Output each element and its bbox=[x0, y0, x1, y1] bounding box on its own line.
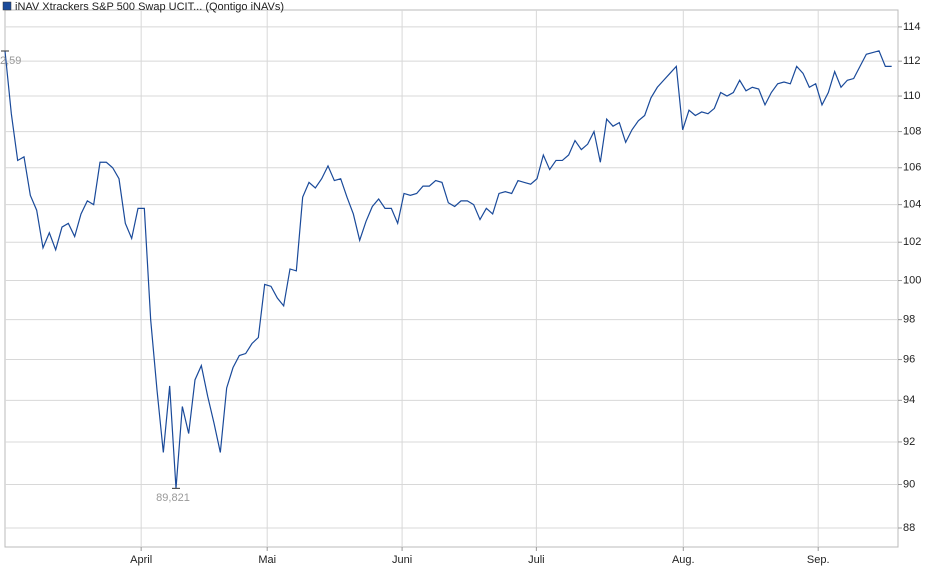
annotation: 112,59 bbox=[0, 55, 21, 67]
y-tick-label: 90 bbox=[903, 478, 915, 490]
x-tick-label: Juni bbox=[392, 554, 412, 566]
x-tick-label: Mai bbox=[258, 554, 276, 566]
legend-swatch bbox=[2, 1, 12, 11]
y-tick-label: 88 bbox=[903, 522, 915, 534]
y-tick-label: 96 bbox=[903, 353, 915, 365]
plot-area bbox=[4, 9, 899, 548]
legend-label: iNAV Xtrackers S&P 500 Swap UCIT... (Qon… bbox=[15, 1, 284, 13]
x-tick-label: Sep. bbox=[807, 554, 830, 566]
annotation: 89,821 bbox=[156, 492, 190, 504]
y-tick-label: 114 bbox=[903, 21, 921, 33]
y-tick-label: 104 bbox=[903, 199, 921, 211]
y-tick-label: 102 bbox=[903, 236, 921, 248]
y-tick-label: 94 bbox=[903, 394, 915, 406]
y-tick-label: 112 bbox=[903, 55, 921, 67]
y-tick-label: 110 bbox=[903, 90, 921, 102]
x-tick-label: April bbox=[130, 554, 152, 566]
y-tick-label: 106 bbox=[903, 162, 921, 174]
y-tick-label: 98 bbox=[903, 314, 915, 326]
y-tick-label: 92 bbox=[903, 436, 915, 448]
data-line bbox=[4, 50, 892, 489]
y-tick-label: 108 bbox=[903, 125, 921, 137]
y-tick-label: 100 bbox=[903, 274, 921, 286]
x-tick-label: Juli bbox=[528, 554, 545, 566]
x-tick-label: Aug. bbox=[672, 554, 695, 566]
